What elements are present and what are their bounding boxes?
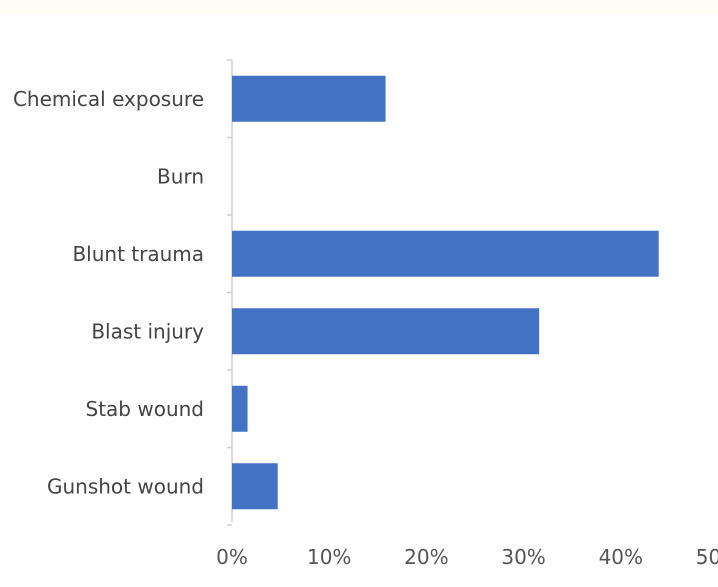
bars-layer [232,75,659,510]
tick-labels: 0% 10% 20% 30% 40% 50% [216,545,718,569]
category-label: Gunshot wound [47,474,204,498]
top-band [0,0,718,14]
category-label: Blast injury [91,319,204,343]
bar-blast-injury [232,308,540,355]
bar-blunt-trauma [232,230,659,277]
bar-chemical-exposure [232,75,386,122]
category-label: Stab wound [86,397,205,421]
x-tick-label: 20% [404,545,448,569]
bar-stab-wound [232,385,248,432]
category-label: Blunt trauma [72,242,204,266]
category-label: Chemical exposure [13,87,204,111]
category-labels: Chemical exposure Burn Blunt trauma Blast i… [13,87,204,499]
x-tick-label: 50% [696,545,718,569]
x-tick-label: 30% [501,545,545,569]
x-tick-label: 10% [307,545,351,569]
x-tick-label: 0% [216,545,248,569]
category-label: Burn [157,164,204,188]
bar-gunshot-wound [232,463,278,510]
axis-layer [227,59,233,526]
x-tick-label: 40% [599,545,643,569]
